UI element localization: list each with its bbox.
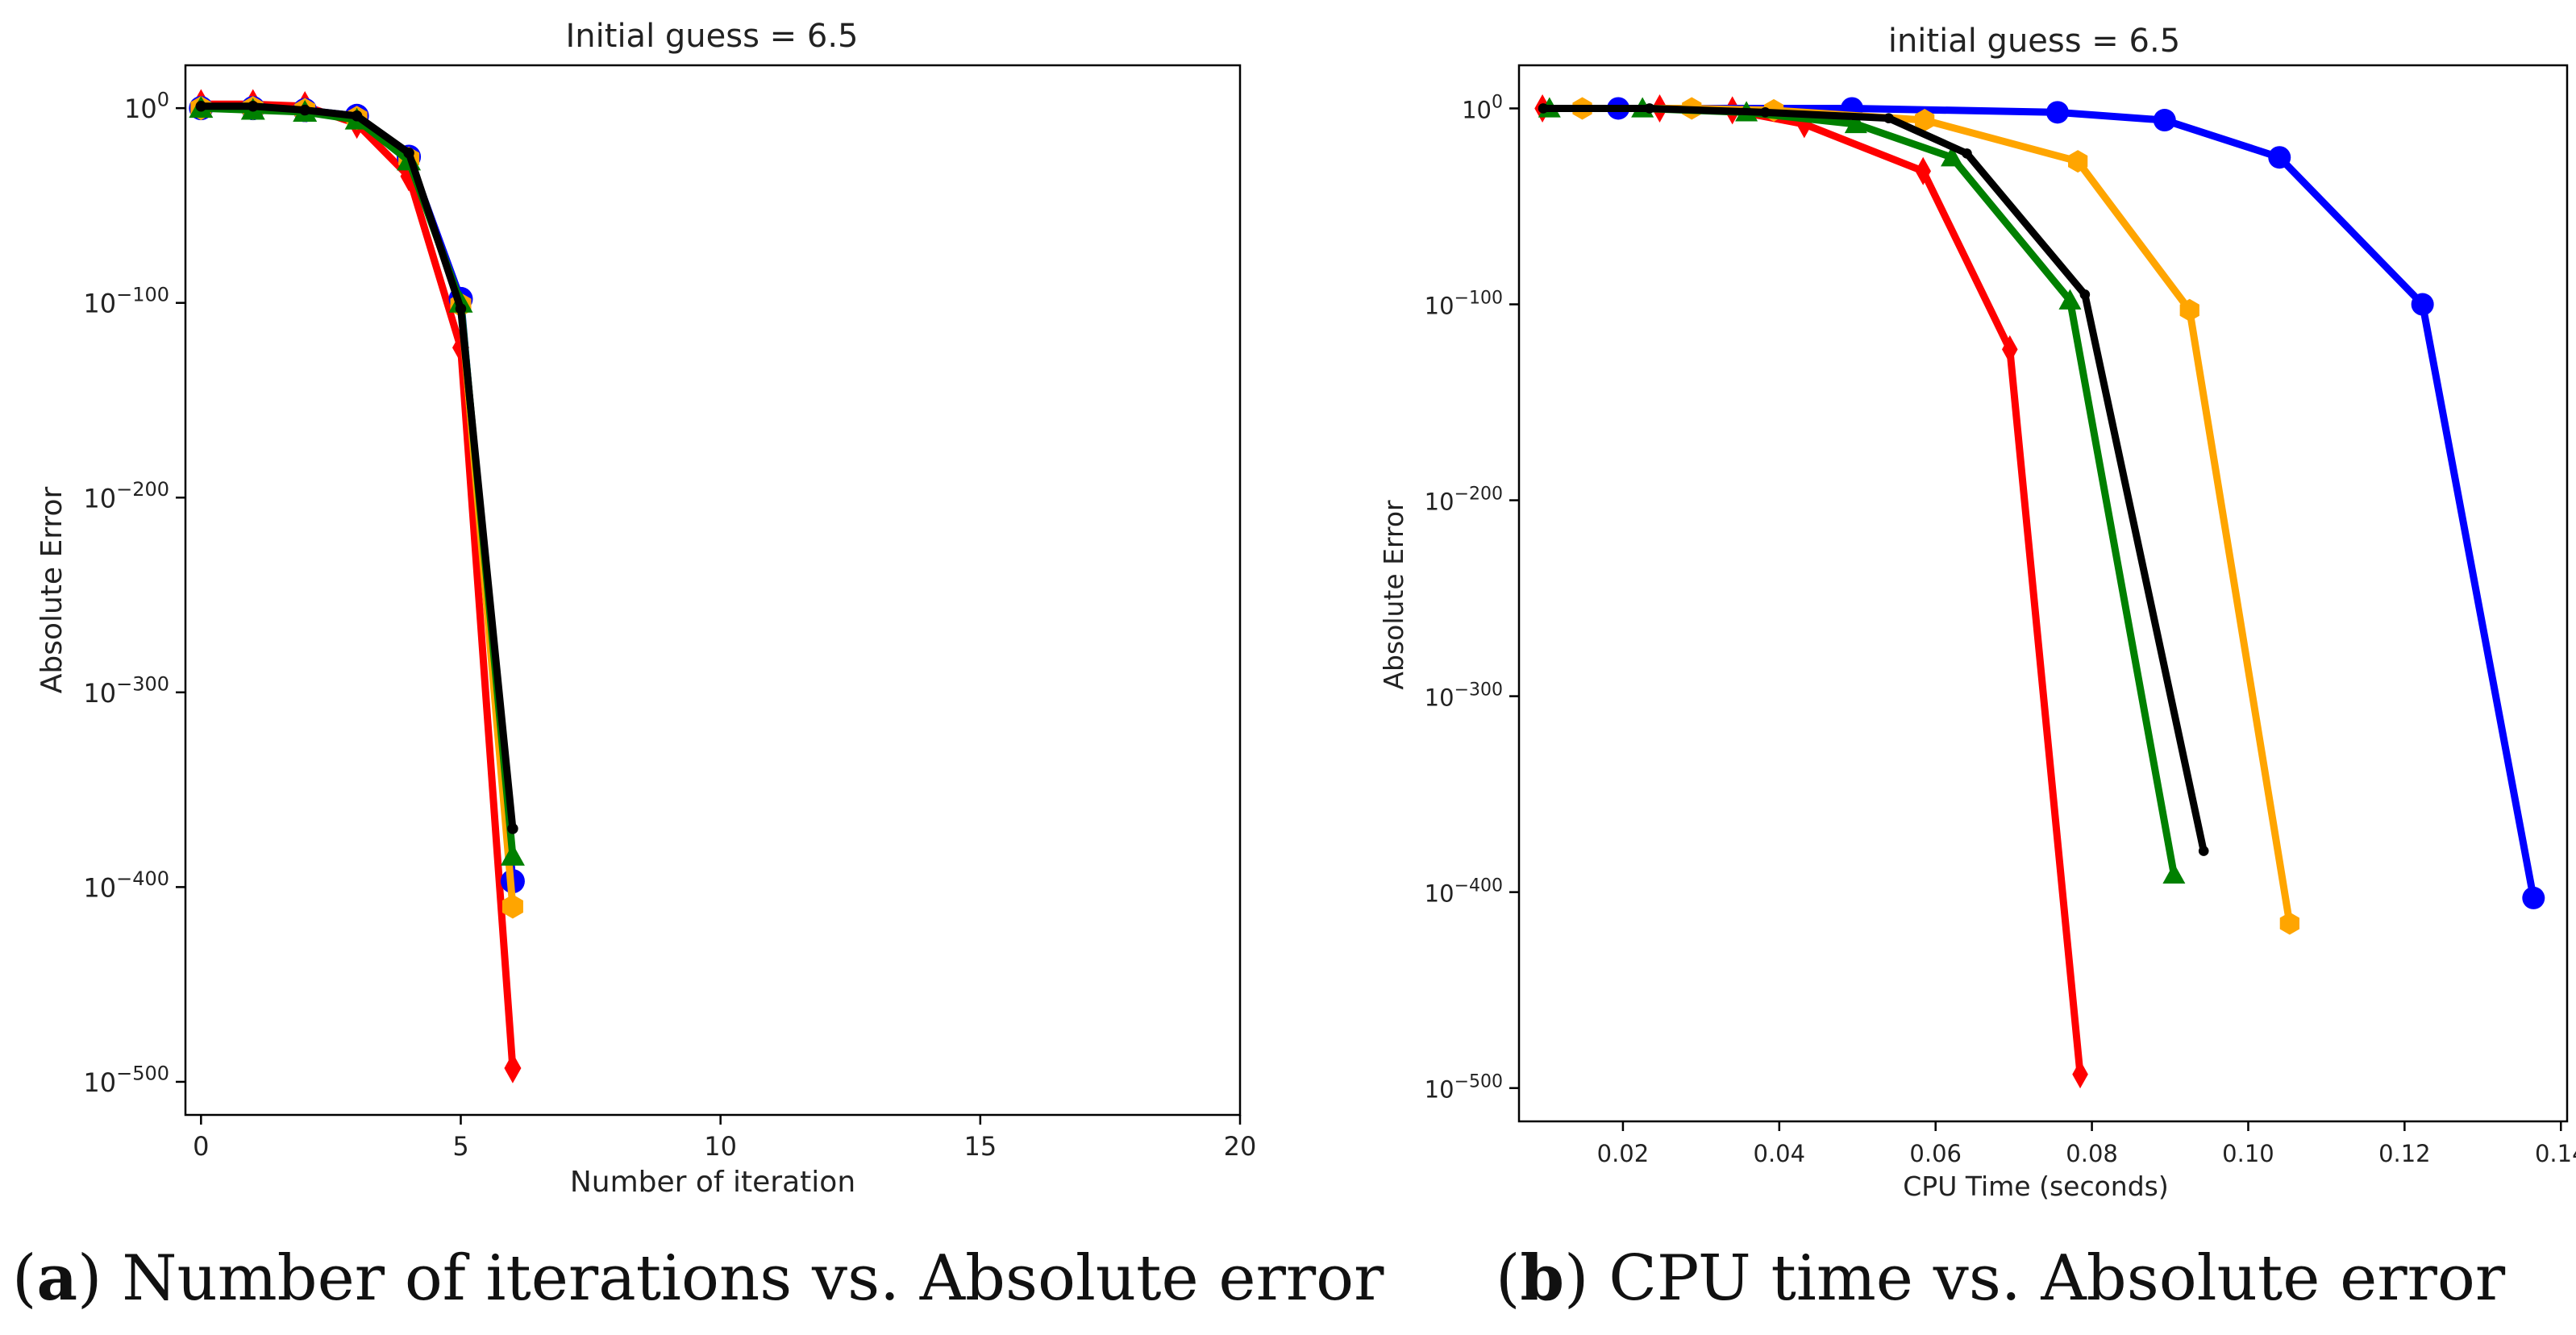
chart-b-plot: 0.02 0.04 0.06 0.08 0.10 0.12 0.14 100 10−100 10−… [1425,92,2576,1167]
chart-b-opnm1-point [2268,146,2291,169]
chart-b-opnm3-point [2162,863,2186,884]
chart-a-ytick-label: 10−100 [83,283,169,318]
chart-a-xtick-label: 20 [1224,1131,1257,1162]
caption-a-letter: a [36,1241,77,1315]
caption-b: (b) CPU time vs. Absolute error [1496,1241,2506,1315]
chart-b-oppnm-point [1915,156,1931,185]
chart-a-opnm4-point [507,823,518,834]
chart-b-opnm1-point [2522,886,2545,909]
chart-b-opnm2-point [1915,109,1935,132]
chart-a: Initial guess = 6.5 0 5 10 15 20 100 10−100 10−… [12,18,1384,1315]
chart-a-opnm4-point [351,110,363,122]
chart-b-opnm1-line [1618,104,2537,899]
chart-a-opnm3-point [500,843,525,866]
chart-b-oppnm-point [2001,335,2018,364]
caption-a-text: Number of iterations vs. Absolute error [122,1242,1384,1315]
chart-b-opnm4-point [1760,107,1771,118]
chart-a-opnm1-line [201,104,517,882]
chart-a-plot: 0 5 10 15 20 100 10−100 10−200 10−300 10−400 10−50… [83,89,1256,1162]
chart-b-ytick-label: 100 [1462,92,1503,123]
chart-b-opnm4-point [1962,148,1972,159]
chart-b-opnm1-point [2153,109,2176,132]
chart-a-oppnm-point [504,1053,522,1083]
chart-b-xtick-label: 0.14 [2535,1140,2576,1167]
chart-b-opnm1-point [2045,101,2069,124]
chart-b-opnm3-line [1549,104,2178,875]
chart-a-xlabel: Number of iteration [570,1166,855,1199]
chart-b-frame [1517,64,2569,1123]
chart-a-opnm4-point [403,147,414,159]
chart-b-xtick-label: 0.02 [1597,1140,1650,1167]
chart-a-oppnm-line [201,100,517,1069]
chart-b-ylabel: Absolute Error [1378,500,1409,690]
chart-b-opnm1-point [2411,293,2434,316]
chart-b-ytick-label: 10−200 [1425,485,1503,516]
chart-b: initial guess = 6.5 0.02 0.04 0.06 0.08 0.10… [1378,23,2576,1315]
chart-b-opnm4-point [2198,846,2209,856]
chart-b-ytick-label: 10−500 [1425,1072,1503,1104]
chart-a-title: Initial guess = 6.5 [566,18,859,55]
chart-a-opnm2-point [501,894,523,919]
chart-a-opnm4-point [455,303,467,314]
chart-b-opnm4-point [1883,113,1894,123]
chart-b-xtick-label: 0.06 [1909,1140,1962,1167]
chart-a-opnm4-point [299,104,310,116]
chart-a-xtick-label: 15 [963,1131,997,1162]
chart-b-xtick-label: 0.12 [2378,1140,2431,1167]
caption-a: (a) Number of iterations vs. Absolute er… [12,1241,1384,1315]
chart-b-xtick-label: 0.10 [2222,1140,2274,1167]
chart-a-ytick-label: 10−200 [83,478,169,514]
chart-a-xtick-label: 0 [193,1131,209,1162]
chart-b-xtick-label: 0.04 [1754,1140,1806,1167]
chart-b-opnm4-point [1644,103,1655,114]
chart-a-ytick-label: 100 [124,89,169,124]
chart-a-opnm3-line [201,104,517,857]
chart-b-ytick-label: 10−400 [1425,876,1503,908]
chart-a-xtick-label: 5 [452,1131,468,1162]
chart-a-opnm2-line [201,104,517,907]
chart-a-ytick-label: 10−500 [83,1063,169,1098]
chart-b-opnm3-point [1844,112,1867,134]
chart-b-opnm2-line [1582,104,2294,925]
chart-b-xtick-label: 0.08 [2066,1140,2118,1167]
chart-b-oppnm-point [2072,1060,2088,1089]
chart-a-opnm4-point [248,100,259,112]
caption-b-text: CPU time vs. Absolute error [1608,1242,2506,1315]
chart-b-xlabel: CPU Time (seconds) [1903,1171,2168,1202]
chart-b-opnm3-point [2058,289,2082,310]
chart-a-ytick-label: 10−300 [83,672,169,708]
chart-b-oppnm-line [1542,104,2084,1075]
chart-b-opnm3-point [1941,146,1964,167]
chart-a-frame [184,64,1242,1117]
chart-b-opnm4-point [2079,289,2091,300]
chart-b-opnm2-point [2179,298,2199,322]
chart-a-opnm4-point [195,100,207,112]
chart-b-title: initial guess = 6.5 [1888,23,2180,60]
caption-b-letter: b [1520,1241,1564,1315]
chart-b-opnm4-point [1538,103,1549,114]
chart-b-opnm2-point [2279,912,2299,935]
chart-a-xtick-label: 10 [704,1131,737,1162]
chart-a-ylabel: Absolute Error [35,487,69,694]
chart-a-ytick-label: 10−400 [83,867,169,903]
chart-b-opnm2-point [2068,150,2088,173]
chart-b-ytick-label: 10−300 [1425,680,1503,712]
chart-b-ytick-label: 10−100 [1425,288,1503,319]
